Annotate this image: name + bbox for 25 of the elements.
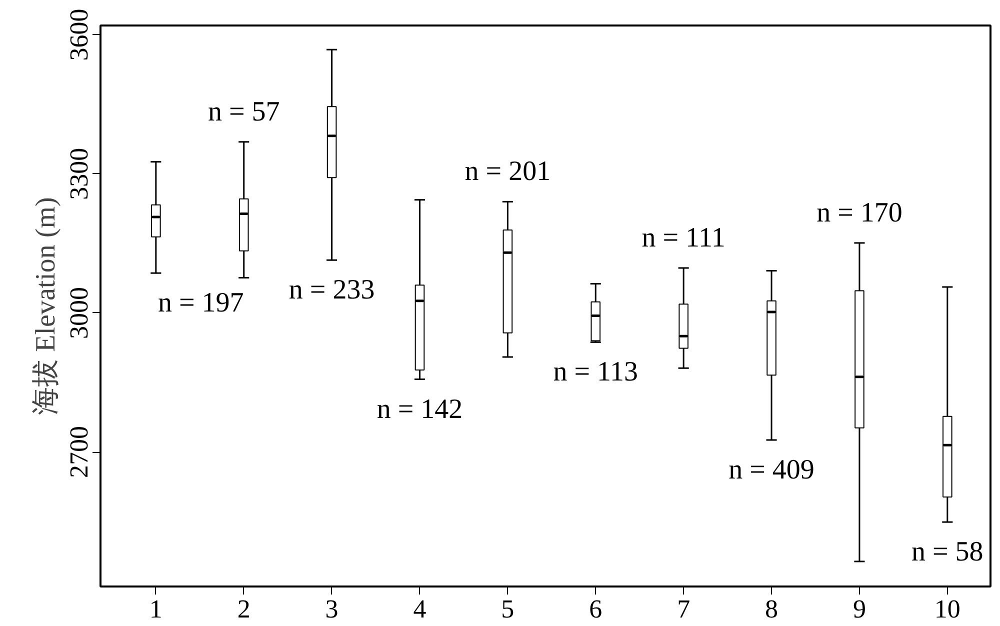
x-tick-label: 4 xyxy=(413,594,426,624)
y-axis-title: 海拔 Elevation (m) xyxy=(30,197,62,415)
x-tick-label: 6 xyxy=(589,594,602,624)
x-tick-label: 2 xyxy=(237,594,250,624)
annotation: n = 233 xyxy=(288,274,375,306)
annotation: n = 58 xyxy=(912,536,984,568)
annotation: n = 113 xyxy=(553,356,638,388)
x-tick-label: 10 xyxy=(934,594,960,624)
x-tick-label: 3 xyxy=(325,594,338,624)
annotation: n = 111 xyxy=(642,222,726,254)
x-tick-label: 7 xyxy=(677,594,690,624)
annotation: n = 142 xyxy=(376,394,463,425)
x-tick-label: 1 xyxy=(149,594,162,624)
annotation: n = 197 xyxy=(158,288,244,319)
annotation: n = 409 xyxy=(728,454,814,486)
y-tick-label: 3000 xyxy=(64,286,94,339)
x-tick-label: 9 xyxy=(852,594,866,624)
x-tick-label: 8 xyxy=(765,594,778,624)
annotation: n = 57 xyxy=(208,96,280,128)
y-tick-label: 2700 xyxy=(64,426,94,478)
x-tick-label: 5 xyxy=(501,594,514,624)
y-tick-label: 3600 xyxy=(64,8,94,61)
annotation: n = 201 xyxy=(464,156,551,188)
y-tick-label: 3300 xyxy=(64,148,94,200)
annotation: n = 170 xyxy=(816,197,902,228)
